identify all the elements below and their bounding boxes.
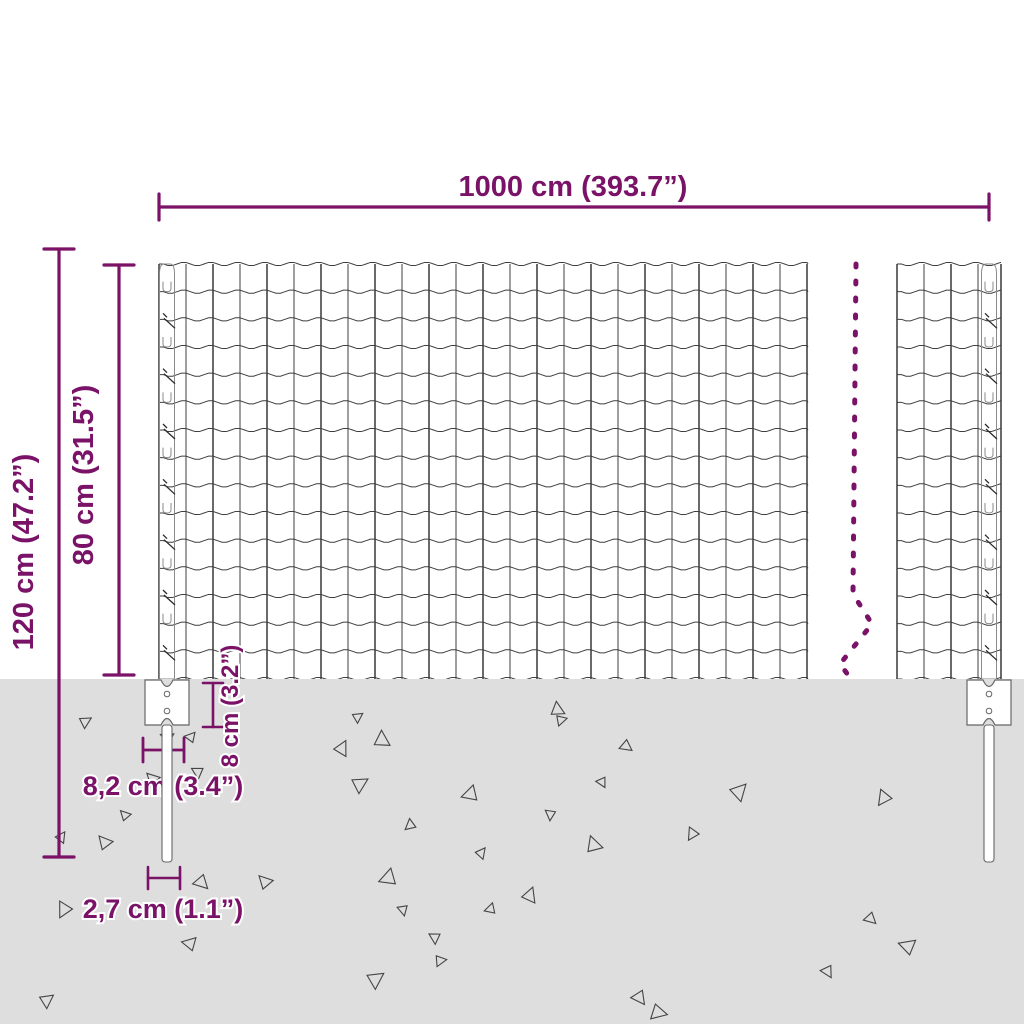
svg-text:8 cm (3.2”): 8 cm (3.2”) — [217, 645, 244, 768]
svg-text:80 cm (31.5”): 80 cm (31.5”) — [68, 385, 100, 566]
svg-text:1000 cm (393.7”): 1000 cm (393.7”) — [459, 171, 688, 203]
svg-text:2,7 cm (1.1”): 2,7 cm (1.1”) — [83, 894, 244, 924]
svg-text:120 cm (47.2”): 120 cm (47.2”) — [8, 454, 40, 651]
